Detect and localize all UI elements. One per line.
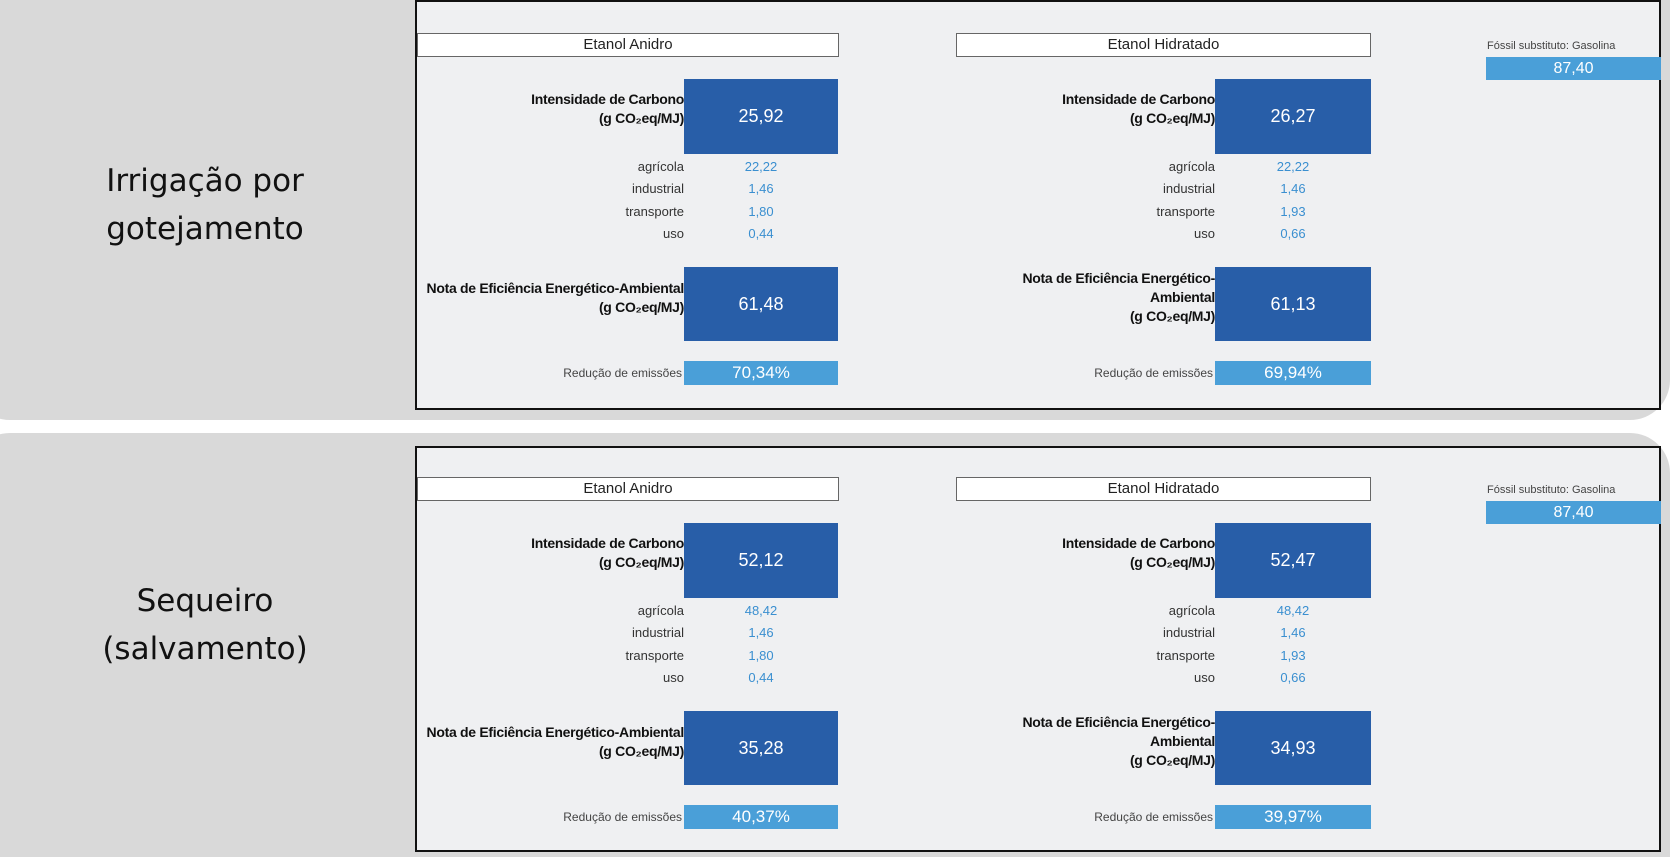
- unit-text: (g CO₂eq/MJ): [598, 554, 684, 570]
- reduction-label: Redução de emissões: [1094, 810, 1213, 824]
- reduction-value: 39,97%: [1215, 805, 1371, 829]
- fuel-title: Etanol Hidratado: [956, 477, 1371, 501]
- breakdown-label: transporte: [625, 647, 684, 663]
- carbon-intensity-text: Intensidade de Carbono: [531, 535, 684, 551]
- breakdown-label: industrial: [631, 181, 684, 197]
- breakdown-value: 1,80: [748, 647, 774, 663]
- breakdown-value: 48,42: [1276, 603, 1310, 618]
- reduction-value: 40,37%: [684, 805, 838, 829]
- unit-text: (g CO₂eq/MJ): [1129, 554, 1215, 570]
- breakdown-value: 1,80: [748, 203, 774, 219]
- carbon-intensity-value: 25,92: [684, 79, 838, 154]
- fuel-title: Etanol Anidro: [417, 33, 839, 57]
- breakdown-label: uso: [1194, 225, 1215, 241]
- carbon-intensity-value: 26,27: [1215, 79, 1371, 154]
- carbon-intensity-text: Intensidade de Carbono: [531, 91, 684, 107]
- fuel-title: Etanol Hidratado: [956, 33, 1371, 57]
- unit-text: (g CO₂eq/MJ): [598, 743, 684, 759]
- carbon-intensity-text: Intensidade de Carbono: [1062, 535, 1215, 551]
- nota-value: 35,28: [684, 711, 838, 785]
- carbon-intensity-value: 52,12: [684, 523, 838, 598]
- breakdown-label: agrícola: [1168, 159, 1215, 174]
- nota-text: Nota de Eficiência Energético-Ambiental: [426, 724, 685, 740]
- breakdown-label: transporte: [1156, 647, 1215, 663]
- reduction-label: Redução de emissões: [563, 366, 682, 380]
- breakdown-label: transporte: [625, 203, 684, 219]
- unit-text: (g CO₂eq/MJ): [598, 110, 684, 126]
- breakdown-label: uso: [663, 225, 684, 241]
- breakdown-value: 1,93: [1280, 203, 1306, 219]
- nota-label: Nota de Eficiência Energético-Ambiental (…: [384, 723, 685, 761]
- breakdown-value: 0,44: [748, 669, 774, 685]
- reduction-label: Redução de emissões: [563, 810, 682, 824]
- nota-label: Nota de Eficiência Energético- Ambiental…: [915, 269, 1216, 326]
- nota-text: Nota de Eficiência Energético- Ambiental: [1022, 270, 1216, 305]
- carbon-intensity-value: 52,47: [1215, 523, 1371, 598]
- breakdown-value: 48,42: [744, 603, 778, 618]
- fuel-title: Etanol Anidro: [417, 477, 839, 501]
- fossil-label: Fóssil substituto: Gasolina: [1487, 40, 1616, 52]
- carbon-intensity-label: Intensidade de Carbono (g CO₂eq/MJ): [384, 534, 684, 572]
- carbon-intensity-label: Intensidade de Carbono (g CO₂eq/MJ): [915, 534, 1215, 572]
- breakdown-value: 0,44: [748, 225, 774, 241]
- scenario-label: Irrigação por gotejamento: [106, 163, 304, 247]
- breakdown-value: 22,22: [744, 159, 778, 174]
- fossil-value: 87,40: [1486, 57, 1661, 80]
- nota-value: 61,13: [1215, 267, 1371, 341]
- breakdown-label: industrial: [1162, 181, 1215, 197]
- breakdown-value: 0,66: [1280, 669, 1306, 685]
- nota-value: 34,93: [1215, 711, 1371, 785]
- breakdown-label: agrícola: [637, 603, 684, 618]
- reduction-value: 69,94%: [1215, 361, 1371, 385]
- breakdown-value: 0,66: [1280, 225, 1306, 241]
- results-box: Etanol Anidro Intensidade de Carbono (g CO…: [415, 0, 1661, 410]
- breakdown-value: 1,93: [1280, 647, 1306, 663]
- breakdown-value: 1,46: [748, 181, 774, 197]
- scenario-label: Sequeiro (salvamento): [102, 583, 308, 667]
- reduction-label: Redução de emissões: [1094, 366, 1213, 380]
- breakdown-label: industrial: [1162, 625, 1215, 641]
- breakdown-value: 1,46: [748, 625, 774, 641]
- unit-text: (g CO₂eq/MJ): [1129, 308, 1215, 324]
- breakdown-value: 1,46: [1280, 181, 1306, 197]
- fossil-label: Fóssil substituto: Gasolina: [1487, 484, 1616, 496]
- nota-label: Nota de Eficiência Energético-Ambiental (…: [384, 279, 685, 317]
- fossil-value: 87,40: [1486, 501, 1661, 524]
- reduction-value: 70,34%: [684, 361, 838, 385]
- nota-value: 61,48: [684, 267, 838, 341]
- breakdown-value: 22,22: [1276, 159, 1310, 174]
- breakdown-label: transporte: [1156, 203, 1215, 219]
- breakdown-label: uso: [663, 669, 684, 685]
- unit-text: (g CO₂eq/MJ): [598, 299, 684, 315]
- carbon-intensity-label: Intensidade de Carbono (g CO₂eq/MJ): [915, 90, 1215, 128]
- breakdown-label: industrial: [631, 625, 684, 641]
- nota-text: Nota de Eficiência Energético-Ambiental: [426, 280, 685, 296]
- unit-text: (g CO₂eq/MJ): [1129, 752, 1215, 768]
- breakdown-value: 1,46: [1280, 625, 1306, 641]
- breakdown-label: agrícola: [637, 159, 684, 174]
- results-box: Etanol Anidro Intensidade de Carbono (g CO…: [415, 446, 1661, 852]
- carbon-intensity-text: Intensidade de Carbono: [1062, 91, 1215, 107]
- unit-text: (g CO₂eq/MJ): [1129, 110, 1215, 126]
- breakdown-label: uso: [1194, 669, 1215, 685]
- nota-text: Nota de Eficiência Energético- Ambiental: [1022, 714, 1216, 749]
- breakdown-label: agrícola: [1168, 603, 1215, 618]
- nota-label: Nota de Eficiência Energético- Ambiental…: [915, 713, 1216, 770]
- carbon-intensity-label: Intensidade de Carbono (g CO₂eq/MJ): [384, 90, 684, 128]
